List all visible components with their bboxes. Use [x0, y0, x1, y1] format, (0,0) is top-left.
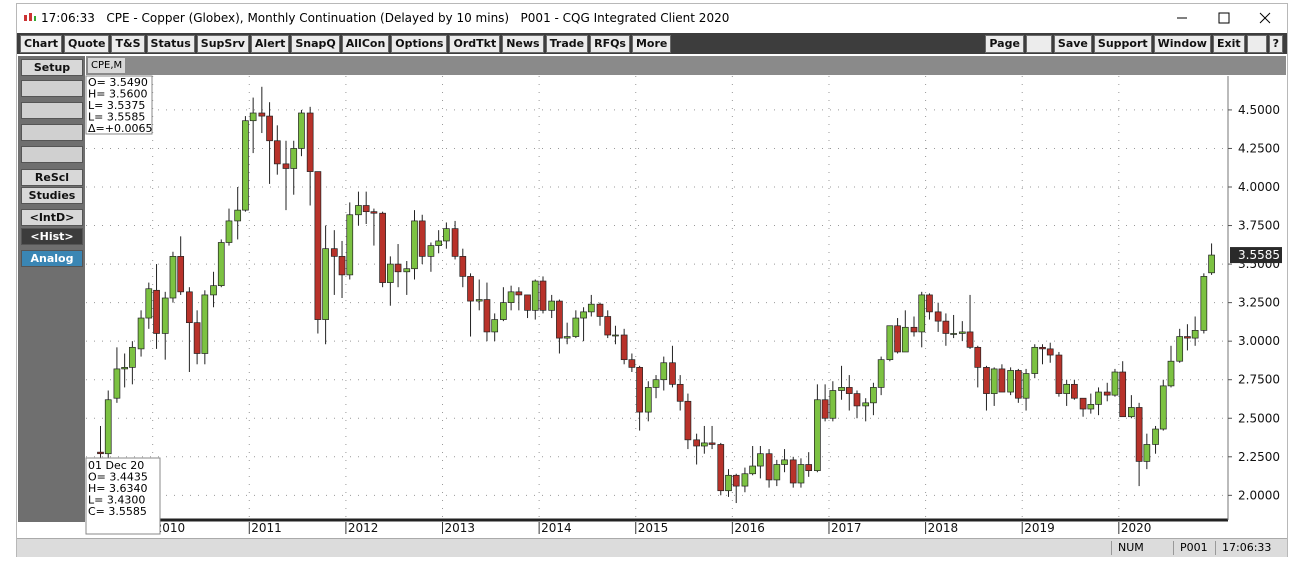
toolbar-button[interactable]: Quote: [64, 35, 110, 53]
toolbar-button[interactable]: SnapQ: [291, 35, 340, 53]
toolbar-button[interactable]: Alert: [250, 35, 290, 53]
side-button[interactable]: <Hist>: [21, 228, 83, 245]
status-cell: P001: [1173, 541, 1208, 555]
app-icon: [24, 13, 36, 21]
status-cell: 17:06:33: [1215, 541, 1271, 555]
toolbar-button[interactable]: SupSrv: [196, 35, 249, 53]
toolbar-button[interactable]: Save: [1053, 35, 1092, 53]
restore-button[interactable]: [1246, 35, 1267, 53]
toolbar-button[interactable]: Options: [391, 35, 448, 53]
side-button[interactable]: ReScl: [21, 169, 83, 186]
tab-strip: CPE,M: [86, 56, 1286, 75]
toolbar-button[interactable]: RFQs: [590, 35, 630, 53]
window-controls[interactable]: [1167, 8, 1287, 28]
toolbar-button[interactable]: T&S: [111, 35, 145, 53]
toolbar-button[interactable]: ?: [1268, 35, 1283, 53]
toolbar-button[interactable]: Status: [146, 35, 195, 53]
icon-button[interactable]: [21, 124, 83, 141]
toolbar-button[interactable]: Support: [1093, 35, 1152, 53]
side-button[interactable]: Studies: [21, 187, 83, 204]
toolbar-button[interactable]: Exit: [1212, 35, 1245, 53]
toolbar-button[interactable]: Page: [985, 35, 1024, 53]
side-panel: Setup ReScl Studies <IntD> <Hist> Analog: [18, 56, 85, 522]
zoom-button[interactable]: [1025, 35, 1052, 53]
status-bar: NUM P001 17:06:33: [17, 538, 1287, 557]
chart-tab[interactable]: CPE,M: [88, 58, 126, 73]
title-bar: 17:06:33 CPE - Copper (Globex), Monthly …: [17, 4, 1287, 32]
icon-button[interactable]: [21, 146, 83, 163]
toolbar-button[interactable]: More: [631, 35, 672, 53]
toolbar-right: Page Save Support Window Exit?: [985, 35, 1283, 53]
side-button[interactable]: <IntD>: [21, 209, 83, 226]
window-title: 17:06:33 CPE - Copper (Globex), Monthly …: [41, 11, 730, 25]
toolbar-left: Chart Quote T&S Status SupSrv Alert SnapQ AllCo…: [20, 35, 672, 53]
toolbar-button[interactable]: News: [502, 35, 544, 53]
toolbar: Chart Quote T&S Status SupSrv Alert SnapQ AllCo…: [17, 33, 1287, 54]
icon-button[interactable]: [21, 102, 83, 119]
toolbar-button[interactable]: Trade: [545, 35, 589, 53]
side-button[interactable]: Analog: [21, 250, 83, 267]
toolbar-button[interactable]: OrdTkt: [449, 35, 501, 53]
toolbar-button[interactable]: AllCon: [341, 35, 390, 53]
toolbar-button[interactable]: Chart: [20, 35, 63, 53]
icon-button[interactable]: [21, 80, 83, 97]
status-cell: NUM: [1111, 541, 1144, 555]
side-button[interactable]: Setup: [21, 59, 83, 76]
app-window: 17:06:33 CPE - Copper (Globex), Monthly …: [16, 3, 1288, 557]
toolbar-button[interactable]: Window: [1153, 35, 1211, 53]
